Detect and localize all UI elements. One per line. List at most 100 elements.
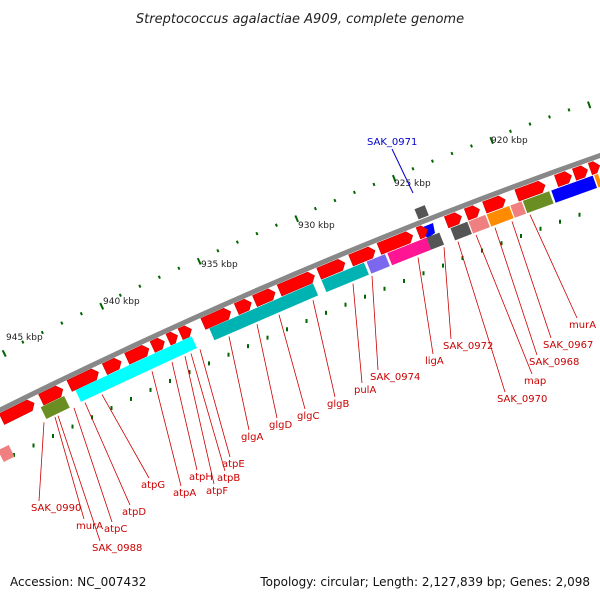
- scale-tick: [21, 340, 25, 344]
- feature-block[interactable]: [321, 262, 369, 293]
- feature-block[interactable]: [387, 237, 432, 266]
- gene-label[interactable]: atpD: [122, 507, 146, 518]
- feature-block[interactable]: [468, 214, 490, 234]
- gene-arrow[interactable]: [38, 384, 66, 406]
- feature-block[interactable]: [75, 336, 197, 402]
- gene-arrows: [0, 160, 600, 425]
- scale-tick: [509, 129, 512, 134]
- scale-tick: [1, 349, 7, 358]
- scale-tick: [60, 321, 64, 325]
- gene-label[interactable]: ligA: [425, 356, 444, 367]
- gene-label[interactable]: atpC: [104, 524, 127, 535]
- gene-arrow[interactable]: [554, 170, 573, 188]
- feature-block[interactable]: [486, 205, 514, 227]
- gene-arrow[interactable]: [415, 224, 430, 240]
- feature-block[interactable]: [209, 283, 319, 341]
- gene-arrow[interactable]: [0, 398, 37, 425]
- gene-label[interactable]: SAK_0990: [31, 503, 81, 514]
- gene-label[interactable]: glgA: [241, 432, 263, 443]
- gene-label[interactable]: atpB: [217, 473, 240, 484]
- genome-backbone: [0, 152, 600, 413]
- feature-block[interactable]: [510, 201, 527, 218]
- gene-leader-line: [38, 422, 45, 502]
- gene-label[interactable]: glgC: [297, 411, 319, 422]
- gene-arrow[interactable]: [482, 194, 508, 214]
- gene-label[interactable]: atpG: [141, 480, 165, 491]
- scale-label-925: 925 kbp: [394, 179, 431, 189]
- gene-leader-line: [457, 241, 506, 393]
- gene-leader-line: [101, 394, 150, 479]
- feature-block[interactable]: [366, 254, 390, 274]
- scale-tick: [79, 311, 83, 316]
- feature-block[interactable]: [551, 175, 598, 203]
- gene-label[interactable]: atpA: [173, 488, 196, 499]
- scale-tick: [138, 284, 142, 288]
- gene-label[interactable]: murA: [76, 521, 103, 532]
- gene-label[interactable]: SAK_0974: [370, 372, 420, 383]
- map-title: Streptococcus agalactiae A909, complete …: [136, 12, 464, 27]
- scale-tick: [352, 190, 356, 195]
- gene-label[interactable]: SAK_0972: [443, 341, 493, 352]
- scale-ticks: [1, 101, 592, 458]
- scale-tick: [313, 206, 317, 211]
- scale-tick: [157, 275, 161, 279]
- scale-tick: [235, 240, 239, 244]
- gene-leader-line: [190, 353, 226, 472]
- scale-tick: [528, 122, 532, 126]
- gene-leader-line: [443, 247, 452, 340]
- gene-arrow[interactable]: [587, 160, 600, 175]
- gene-arrow[interactable]: [376, 230, 415, 255]
- gene-arrow[interactable]: [200, 306, 233, 330]
- gene-arrow[interactable]: [165, 330, 180, 346]
- gene-label[interactable]: SAK_0970: [497, 394, 547, 405]
- gene-label[interactable]: murA: [569, 320, 596, 331]
- feature-block[interactable]: [426, 232, 445, 250]
- gene-leader-line: [57, 415, 101, 542]
- highlighted-gene-box: [414, 205, 429, 220]
- gene-arrow[interactable]: [233, 297, 253, 315]
- feature-block[interactable]: [594, 173, 600, 188]
- gene-label[interactable]: SAK_0967: [543, 340, 593, 351]
- feature-block[interactable]: [522, 191, 554, 214]
- gene-label[interactable]: map: [524, 376, 546, 387]
- gene-arrow[interactable]: [514, 179, 547, 202]
- highlighted-gene-label: SAK_0971: [367, 137, 417, 148]
- gene-leader-line: [312, 300, 336, 398]
- gene-arrow[interactable]: [348, 245, 378, 267]
- gene-arrow[interactable]: [177, 324, 194, 341]
- feature-block[interactable]: [450, 221, 472, 241]
- feature-block[interactable]: [40, 395, 70, 419]
- gene-arrow[interactable]: [124, 343, 152, 365]
- scale-tick: [567, 108, 571, 112]
- gene-label[interactable]: glgB: [327, 399, 349, 410]
- gene-leader-line: [256, 324, 278, 419]
- scale-tick: [294, 215, 299, 223]
- scale-tick: [548, 115, 551, 119]
- gene-arrow[interactable]: [101, 356, 123, 376]
- gene-arrow[interactable]: [443, 211, 463, 229]
- gene-label[interactable]: SAK_0988: [92, 543, 142, 554]
- gene-arrow[interactable]: [276, 270, 317, 297]
- scale-tick: [372, 182, 376, 187]
- gene-label[interactable]: glgD: [269, 420, 292, 431]
- gene-label[interactable]: atpH: [189, 472, 213, 483]
- gene-arrow[interactable]: [572, 164, 589, 181]
- feature-blocks: [0, 173, 600, 462]
- feature-block[interactable]: [0, 444, 15, 462]
- gene-label[interactable]: pulA: [354, 385, 376, 396]
- scale-tick: [391, 174, 397, 183]
- gene-leader-line: [371, 275, 379, 371]
- gene-arrow[interactable]: [149, 336, 167, 353]
- scale-tick: [450, 151, 454, 156]
- gene-arrow[interactable]: [252, 287, 278, 308]
- gene-arrow[interactable]: [66, 367, 101, 392]
- gene-label[interactable]: atpF: [206, 486, 228, 497]
- gene-leader-line: [494, 227, 538, 356]
- gene-leader-line: [73, 407, 113, 523]
- gene-label[interactable]: SAK_0968: [529, 357, 579, 368]
- gene-arrow[interactable]: [316, 257, 347, 280]
- gene-label[interactable]: atpE: [222, 459, 245, 470]
- gene-arrow[interactable]: [463, 204, 481, 221]
- gene-leader-line: [352, 283, 363, 384]
